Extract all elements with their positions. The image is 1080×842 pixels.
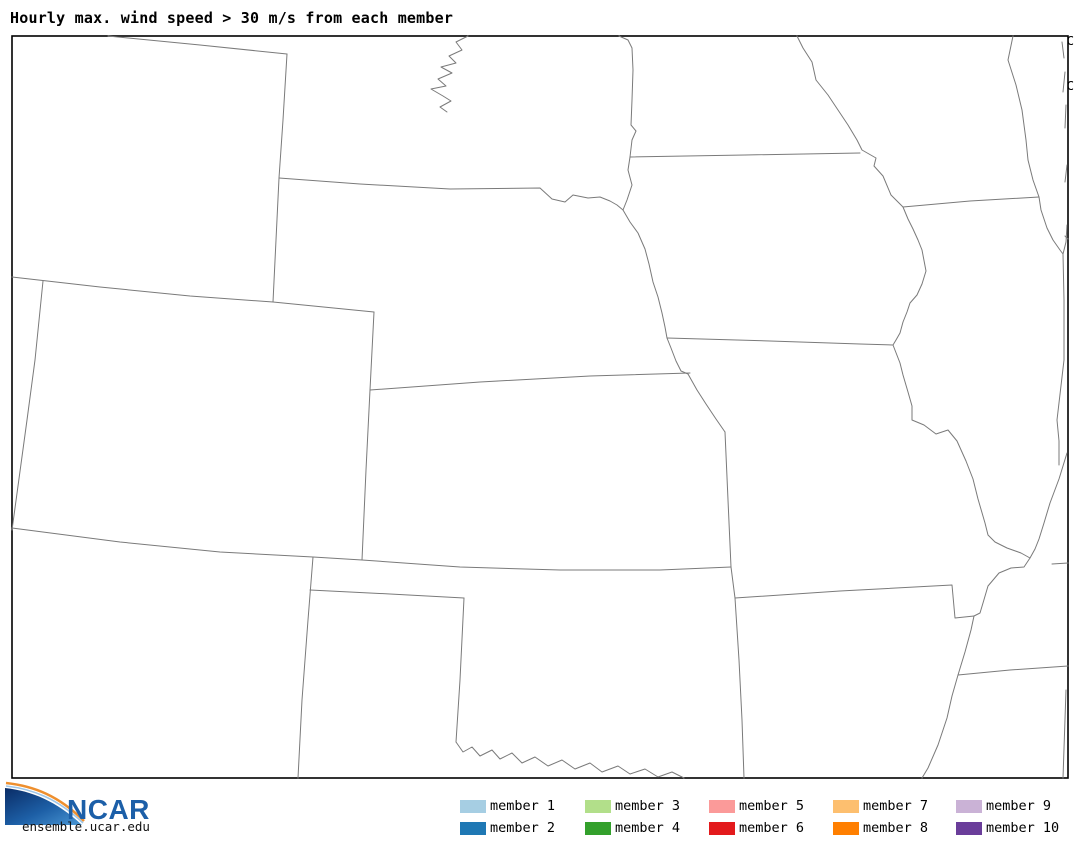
border-ia-mo xyxy=(666,337,894,346)
border-sd-ne xyxy=(278,177,624,211)
border-co-east xyxy=(361,311,375,561)
border-41st-parallel-wy-co-ne xyxy=(11,276,375,313)
border-ut-co xyxy=(11,280,44,531)
page-title: Hourly max. wind speed > 30 m/s from eac… xyxy=(10,9,454,27)
border-tx-ok-100w xyxy=(455,597,465,743)
ncar-logo-swoosh xyxy=(5,788,82,825)
ncar-logo-orange-arc xyxy=(5,781,85,822)
border-ne-ks xyxy=(369,372,691,391)
right-edge-border xyxy=(1062,689,1067,779)
map-frame xyxy=(11,35,1069,779)
ohio-river xyxy=(1029,452,1068,559)
site-url: ensemble.ucar.edu xyxy=(22,819,150,834)
ncar-logo: NCAR xyxy=(5,781,150,825)
border-nm-east xyxy=(297,556,314,779)
border-mn-ia xyxy=(629,152,861,158)
border-wi-il xyxy=(902,196,1040,208)
border-mo-ar-bootheel xyxy=(734,584,975,619)
border-ok-mo-ar xyxy=(730,566,745,779)
missouri-river xyxy=(622,209,726,433)
border-il-in xyxy=(1056,253,1065,466)
mississippi-river xyxy=(796,35,1031,779)
lake-oahe-missouri-river-sd xyxy=(430,35,469,113)
border-sd-mn-big-sioux xyxy=(618,35,637,211)
ncar-logo-text: NCAR xyxy=(67,794,150,825)
border-mt-wy xyxy=(107,35,288,55)
border-ok-panhandle-south xyxy=(309,589,465,599)
ncar-logo-lightblue-arc xyxy=(5,785,84,824)
red-river xyxy=(455,741,685,779)
border-tn-ms xyxy=(957,665,1069,676)
border-37th-parallel-co-ks-ok xyxy=(11,527,732,571)
lake-michigan-shore xyxy=(1007,35,1068,255)
border-ks-mo xyxy=(724,431,732,568)
michigan-shore-dashes xyxy=(1061,41,1069,240)
border-ky-tn xyxy=(1051,562,1069,565)
